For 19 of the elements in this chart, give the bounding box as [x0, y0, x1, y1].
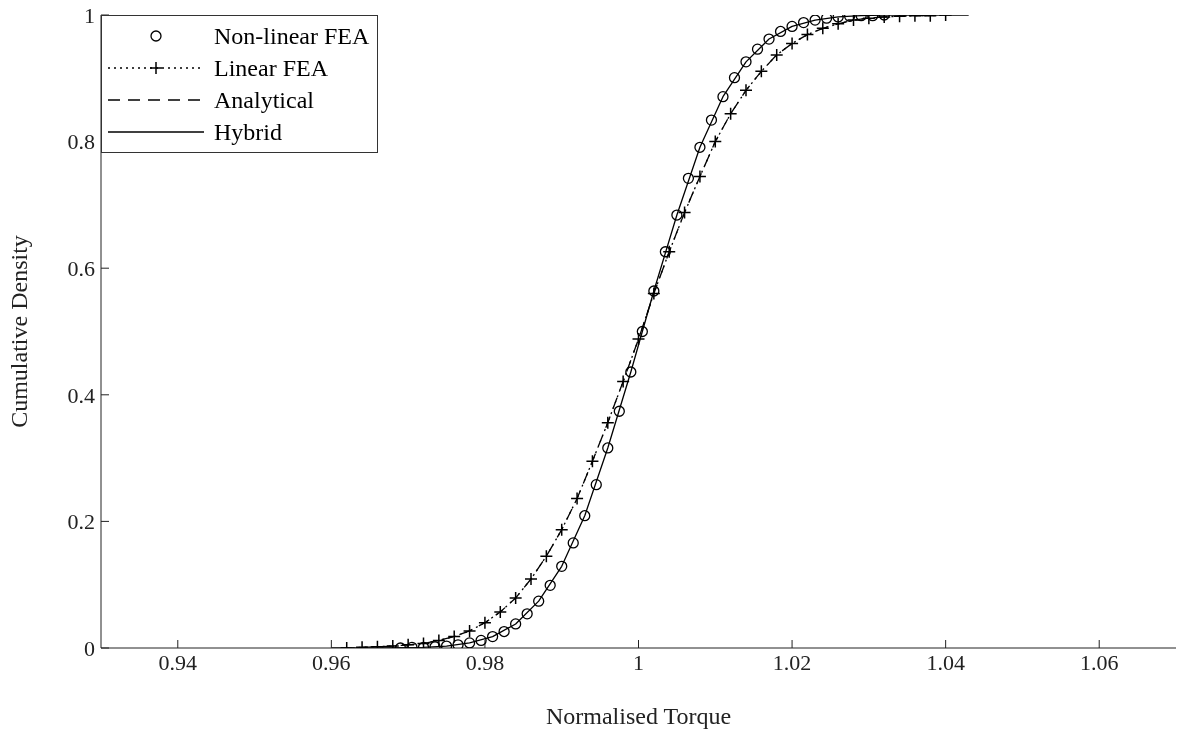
y-tick-label: 0.4 — [67, 382, 95, 408]
x-axis-title: Normalised Torque — [545, 703, 732, 729]
x-tick-label: 0.96 — [312, 649, 351, 675]
y-tick-label: 0 — [84, 635, 95, 661]
x-tick-label: 0.98 — [465, 649, 505, 675]
legend-label: Analytical — [214, 86, 314, 115]
legend-label: Hybrid — [214, 118, 282, 147]
y-tick-label: 0.8 — [67, 129, 95, 155]
y-tick-label: 1 — [84, 2, 95, 28]
x-tick-label: 1 — [633, 649, 644, 675]
y-axis-title: Cumulative Density — [5, 235, 32, 428]
x-tick-label: 0.94 — [158, 649, 198, 675]
x-tick-label: 1.02 — [772, 649, 812, 675]
y-tick-label: 0.6 — [67, 256, 95, 282]
legend-label: Non-linear FEA — [214, 22, 370, 51]
x-tick-label: 1.06 — [1079, 649, 1119, 675]
y-tick-label: 0.2 — [67, 509, 95, 535]
legend-label: Linear FEA — [214, 54, 328, 83]
x-tick-label: 1.04 — [926, 649, 965, 675]
